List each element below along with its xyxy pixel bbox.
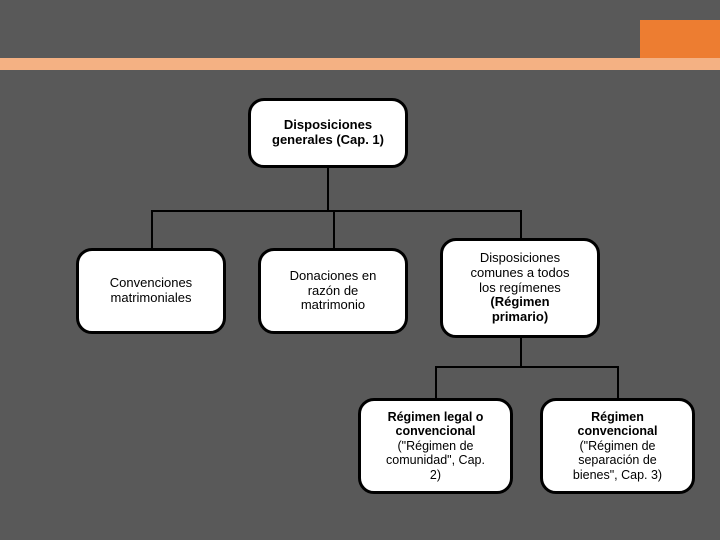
accent-block: [640, 20, 720, 58]
connector: [327, 168, 329, 212]
connector: [151, 210, 153, 248]
node-donaciones: Donaciones enrazón dematrimonio: [258, 248, 408, 334]
node-regimen-convencional: Régimenconvencional("Régimen deseparació…: [540, 398, 695, 494]
connector: [333, 210, 335, 248]
accent-strip: [0, 58, 720, 70]
diagram-canvas: { "background_color": "#595959", "accent…: [0, 0, 720, 540]
connector: [435, 366, 619, 368]
connector: [520, 210, 522, 238]
connector: [151, 210, 522, 212]
connector: [520, 338, 522, 368]
node-root: Disposicionesgenerales (Cap. 1): [248, 98, 408, 168]
node-disposiciones-comunes: Disposicionescomunes a todoslos regímene…: [440, 238, 600, 338]
node-convenciones: Convencionesmatrimoniales: [76, 248, 226, 334]
node-regimen-legal: Régimen legal oconvencional("Régimen dec…: [358, 398, 513, 494]
connector: [617, 366, 619, 398]
connector: [435, 366, 437, 398]
